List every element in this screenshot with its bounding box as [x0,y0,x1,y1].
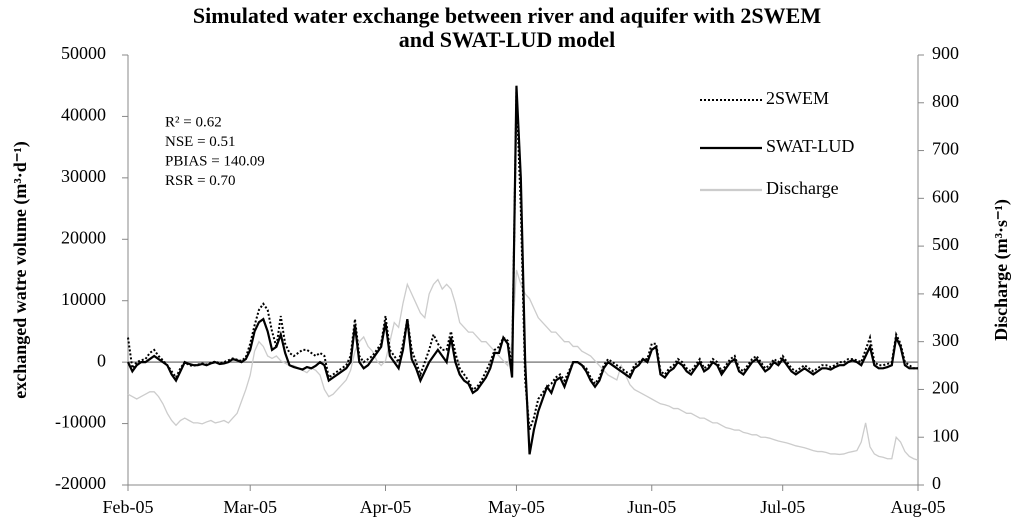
x-tick-label: Mar-05 [223,497,277,517]
chart-title: Simulated water exchange between river a… [193,3,821,28]
y2-tick-label: 300 [932,330,959,350]
x-tick-label: Jul-05 [760,497,805,517]
y2-tick-label: 800 [932,91,959,111]
legend-label: SWAT-LUD [766,136,854,156]
y-tick-label: -10000 [55,412,106,432]
y-tick-label: 30000 [61,166,106,186]
x-tick-label: Aug-05 [891,497,946,517]
annotation: R² = 0.62 [165,114,222,130]
y2-axis-label: Discharge (m³·s⁻¹) [991,199,1012,341]
y-tick-label: -20000 [55,473,106,493]
y2-tick-label: 500 [932,234,959,254]
y2-tick-label: 100 [932,425,959,445]
x-tick-label: Feb-05 [103,497,154,517]
y2-tick-label: 200 [932,378,959,398]
y-tick-label: 10000 [61,289,106,309]
y2-tick-label: 400 [932,282,959,302]
y2-tick-label: 600 [932,186,959,206]
y2-tick-label: 900 [932,43,959,63]
y-tick-label: 50000 [61,43,106,63]
y2-tick-label: 700 [932,139,959,159]
annotation: PBIAS = 140.09 [165,153,265,169]
x-tick-label: Apr-05 [360,497,412,517]
series-line [127,85,918,455]
x-tick-label: Jun-05 [627,497,676,517]
x-tick-label: May-05 [488,497,545,517]
legend-label: Discharge [766,178,839,198]
y-tick-label: 20000 [61,227,106,247]
y-axis-label: exchanged watre volume (m³·d⁻¹) [10,141,31,398]
y2-tick-label: 0 [932,473,941,493]
annotation: NSE = 0.51 [165,134,236,150]
chart-title: and SWAT-LUD model [399,27,615,52]
annotation: RSR = 0.70 [165,173,236,189]
y-tick-label: 0 [97,350,106,370]
legend-label: 2SWEM [766,88,829,108]
y-tick-label: 40000 [61,105,106,125]
